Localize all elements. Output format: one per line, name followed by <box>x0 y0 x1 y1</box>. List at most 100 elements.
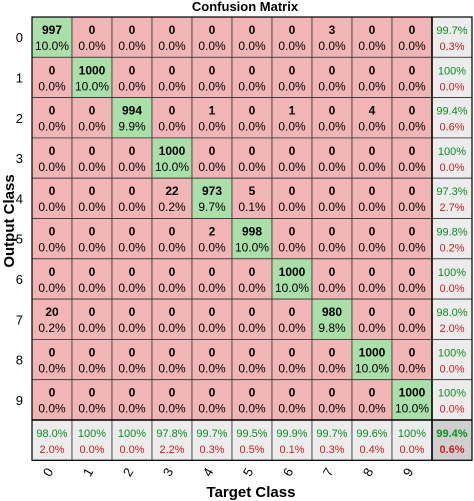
matrix-cell-bottom: 0.0% <box>78 321 106 335</box>
col-summary-cell <box>231 419 273 461</box>
matrix-cell-top: 0 <box>369 265 376 279</box>
row-summary-cell <box>431 379 473 421</box>
matrix-cell-top: 0 <box>289 63 296 77</box>
matrix-cell-bottom: 0.0% <box>398 79 426 93</box>
matrix-cell-top: 0 <box>289 144 296 158</box>
overall-summary-bottom: 0.6% <box>439 444 464 456</box>
matrix-cell-bottom: 0.0% <box>358 281 386 295</box>
matrix-cell-bottom: 0.0% <box>158 361 186 375</box>
matrix-cell-top: 0 <box>329 144 336 158</box>
matrix-cell-top: 0 <box>249 305 256 319</box>
matrix-cell <box>311 16 353 58</box>
matrix-cell-bottom: 0.0% <box>358 79 386 93</box>
matrix-cell-top: 0 <box>49 345 56 359</box>
matrix-cell-top: 0 <box>249 386 256 400</box>
y-tick-label: 4 <box>16 191 23 206</box>
col-summary-bottom: 0.3% <box>319 444 344 456</box>
matrix-cell-bottom: 0.0% <box>118 402 146 416</box>
matrix-cell-bottom: 10.0% <box>35 39 69 53</box>
matrix-cell-bottom: 10.0% <box>155 160 189 174</box>
matrix-cell <box>231 137 273 179</box>
col-summary-top: 99.7% <box>196 428 227 440</box>
matrix-cell-bottom: 0.0% <box>158 79 186 93</box>
col-summary-top: 100% <box>118 428 146 440</box>
matrix-cell-top: 1 <box>209 104 216 118</box>
matrix-cell-top: 0 <box>169 386 176 400</box>
overall-summary-top: 99.4% <box>436 428 467 440</box>
x-tick-label: 2 <box>120 465 137 479</box>
col-summary-top: 99.5% <box>236 428 267 440</box>
matrix-cell <box>271 379 313 421</box>
matrix-cell <box>71 177 113 219</box>
matrix-cell <box>391 56 433 98</box>
matrix-cell-bottom: 0.0% <box>158 402 186 416</box>
matrix-cell-top: 0 <box>89 265 96 279</box>
matrix-cell <box>191 177 233 219</box>
chart-title: Confusion Matrix <box>192 0 299 14</box>
matrix-cell-bottom: 0.0% <box>278 321 306 335</box>
matrix-cell <box>271 258 313 300</box>
row-summary-top: 100% <box>438 347 466 359</box>
col-summary-bottom: 2.0% <box>39 444 64 456</box>
row-summary-bottom: 2.7% <box>439 202 464 214</box>
row-summary-bottom: 0.0% <box>439 81 464 93</box>
row-summary-bottom: 0.3% <box>439 41 464 53</box>
matrix-cell <box>271 97 313 139</box>
col-summary-top: 100% <box>78 428 106 440</box>
matrix-cell-bottom: 0.0% <box>198 79 226 93</box>
matrix-cell-top: 0 <box>129 305 136 319</box>
matrix-cell-bottom: 9.9% <box>118 120 146 134</box>
matrix-cell-bottom: 10.0% <box>275 281 309 295</box>
matrix-cell-bottom: 0.0% <box>398 120 426 134</box>
matrix-cell-bottom: 0.0% <box>78 120 106 134</box>
matrix-cell-top: 0 <box>329 63 336 77</box>
matrix-cell-top: 1 <box>289 104 296 118</box>
matrix-cell <box>231 379 273 421</box>
matrix-cell-bottom: 0.0% <box>358 241 386 255</box>
matrix-cell-top: 0 <box>409 144 416 158</box>
matrix-cell-top: 0 <box>369 305 376 319</box>
matrix-cell-top: 0 <box>409 265 416 279</box>
matrix-cell-bottom: 0.0% <box>118 79 146 93</box>
matrix-cell-top: 0 <box>169 104 176 118</box>
row-summary-top: 99.7% <box>436 25 467 37</box>
col-summary-cell <box>311 419 353 461</box>
overall-summary-cell <box>431 419 473 461</box>
matrix-cell <box>271 137 313 179</box>
col-summary-bottom: 0.0% <box>79 444 104 456</box>
matrix-cell-bottom: 0.0% <box>38 402 66 416</box>
matrix-cell-top: 0 <box>89 23 96 37</box>
matrix-cell <box>31 379 73 421</box>
matrix-cell-top: 0 <box>369 23 376 37</box>
matrix-cell-bottom: 0.0% <box>198 281 226 295</box>
matrix-cell-top: 0 <box>289 386 296 400</box>
matrix-cell <box>351 177 393 219</box>
matrix-cell-top: 0 <box>49 265 56 279</box>
col-summary-top: 100% <box>398 428 426 440</box>
matrix-cell-bottom: 0.2% <box>38 321 66 335</box>
row-summary-bottom: 0.2% <box>439 243 464 255</box>
matrix-cell-top: 0 <box>209 345 216 359</box>
col-summary-cell <box>111 419 153 461</box>
col-summary-top: 97.8% <box>156 428 187 440</box>
matrix-cell-bottom: 0.0% <box>158 241 186 255</box>
matrix-cell <box>351 379 393 421</box>
matrix-cell-top: 0 <box>329 345 336 359</box>
row-summary-cell <box>431 298 473 340</box>
matrix-cell <box>31 137 73 179</box>
matrix-cell-bottom: 0.0% <box>38 281 66 295</box>
matrix-cell <box>71 298 113 340</box>
y-tick-label: 7 <box>16 312 23 327</box>
matrix-cell-top: 973 <box>202 184 222 198</box>
matrix-cell-bottom: 0.0% <box>78 200 106 214</box>
matrix-cell-bottom: 10.0% <box>395 402 429 416</box>
matrix-cell-top: 0 <box>409 225 416 239</box>
matrix-cell-bottom: 0.0% <box>38 120 66 134</box>
row-summary-bottom: 2.0% <box>439 323 464 335</box>
matrix-cell-top: 0 <box>369 184 376 198</box>
row-summary-cell <box>431 97 473 139</box>
row-summary-cell <box>431 177 473 219</box>
matrix-cell-bottom: 0.0% <box>78 160 106 174</box>
matrix-cell-bottom: 0.0% <box>278 39 306 53</box>
matrix-cell <box>271 56 313 98</box>
